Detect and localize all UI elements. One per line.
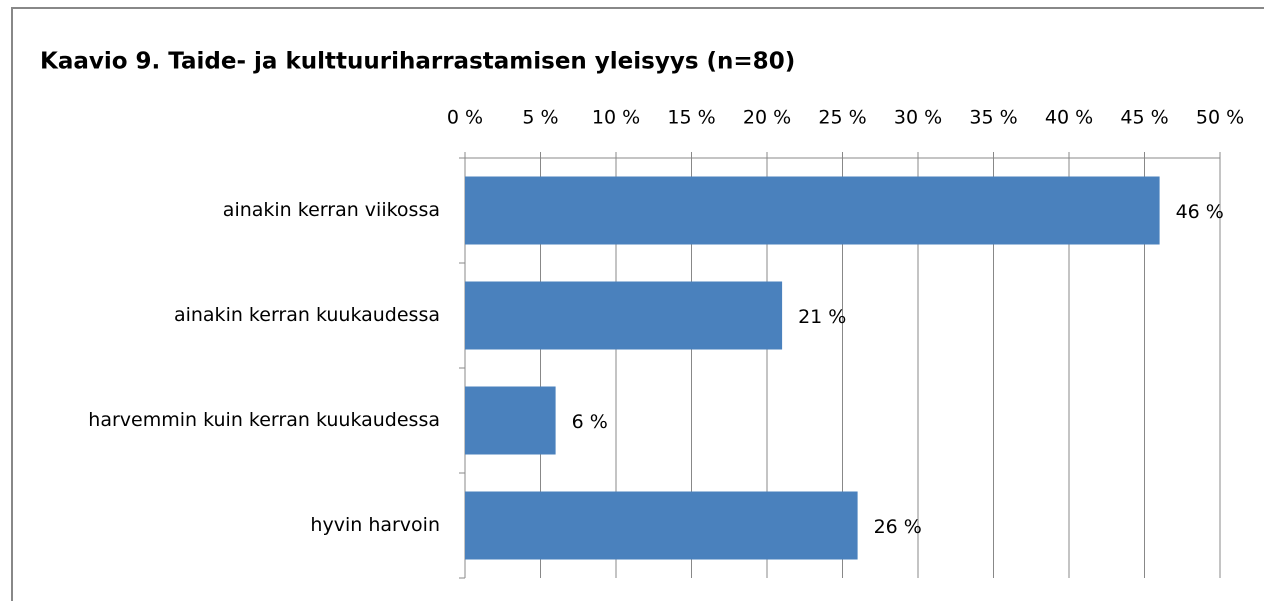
- x-tick-label: 20 %: [743, 107, 791, 129]
- x-tick-label: 15 %: [667, 107, 715, 129]
- y-tick-label: ainakin kerran viikossa: [223, 199, 440, 221]
- x-tick-label: 25 %: [818, 107, 866, 129]
- x-tick-label: 30 %: [894, 107, 942, 129]
- x-tick-label: 5 %: [522, 107, 558, 129]
- data-label: 46 %: [1176, 201, 1224, 223]
- y-tick-label: hyvin harvoin: [310, 514, 440, 536]
- x-tick-label: 45 %: [1120, 107, 1168, 129]
- data-label: 21 %: [798, 306, 846, 328]
- x-tick-label: 40 %: [1045, 107, 1093, 129]
- bar: [465, 491, 858, 560]
- x-tick-label: 50 %: [1196, 107, 1244, 129]
- y-tick-label: harvemmin kuin kerran kuukaudessa: [88, 409, 440, 431]
- data-label: 26 %: [874, 516, 922, 538]
- x-tick-label: 0 %: [447, 107, 483, 129]
- chart-title: Kaavio 9. Taide- ja kulttuuriharrastamis…: [40, 49, 795, 75]
- y-tick-label: ainakin kerran kuukaudessa: [174, 304, 440, 326]
- x-tick-label: 10 %: [592, 107, 640, 129]
- bar: [465, 386, 556, 455]
- x-tick-label: 35 %: [969, 107, 1017, 129]
- data-label: 6 %: [572, 411, 608, 433]
- bar: [465, 176, 1160, 245]
- bar: [465, 281, 783, 350]
